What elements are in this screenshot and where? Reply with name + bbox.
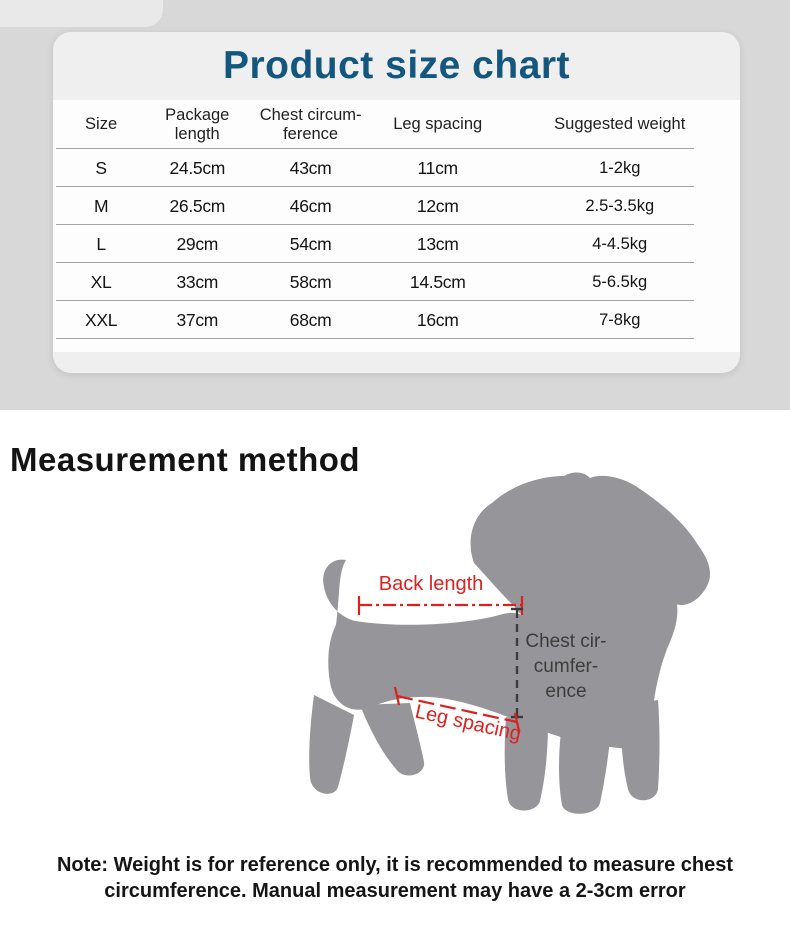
size-cell: M	[93, 195, 109, 216]
previous-card-edge	[0, 0, 163, 27]
chest-circumference-label: Chest cir- cumfer- ence	[502, 629, 630, 704]
dog-rear-leg-far	[309, 695, 354, 794]
size-cell: XXL	[84, 309, 118, 330]
size-chart-card: Product size chart Size Package length C…	[53, 32, 740, 373]
package-length-cell: 24.5cm	[169, 157, 226, 178]
suggested-weight-cell: 2.5-3.5kg	[585, 196, 655, 215]
size-cell: S	[95, 157, 107, 178]
note-text: Note: Weight is for reference only, it i…	[56, 854, 734, 903]
measurement-diagram: Back length Chest cir- cumfer- ence Leg …	[300, 465, 720, 825]
size-cell: XL	[90, 271, 112, 292]
leg-spacing-cell: 12cm	[416, 195, 459, 216]
dog-front-leg-far	[621, 700, 660, 801]
column-header-chest-circumference: Chest circum-ference	[259, 105, 362, 143]
chest-circumference-cell: 54cm	[289, 233, 332, 254]
package-length-cell: 26.5cm	[169, 195, 226, 216]
dog-head	[470, 472, 710, 622]
leg-spacing-cell: 11cm	[417, 157, 459, 178]
column-header-package-length: Package length	[165, 105, 230, 143]
suggested-weight-cell: 5-6.5kg	[592, 272, 648, 291]
chest-circumference-cell: 58cm	[289, 271, 332, 292]
package-length-cell: 29cm	[176, 233, 219, 254]
column-header-leg-spacing: Leg spacing	[393, 115, 483, 134]
suggested-weight-cell: 4-4.5kg	[592, 234, 648, 253]
leg-spacing-line	[393, 686, 521, 732]
chest-circumference-cell: 68cm	[289, 309, 332, 330]
chest-circumference-cell: 43cm	[289, 157, 332, 178]
suggested-weight-cell: 7-8kg	[599, 310, 641, 329]
table-header-row: Size Package length Chest circum-ference…	[53, 100, 740, 149]
table-row-m: M 26.5cm 46cm 12cm 2.5-3.5kg	[53, 187, 740, 225]
column-header-size: Size	[85, 115, 118, 134]
size-table: Size Package length Chest circum-ference…	[53, 100, 740, 352]
leg-spacing-cell: 14.5cm	[409, 271, 466, 292]
table-row-xl: XL 33cm 58cm 14.5cm 5-6.5kg	[53, 263, 740, 301]
package-length-cell: 33cm	[176, 271, 219, 292]
column-header-suggested-weight: Suggested weight	[554, 115, 686, 134]
suggested-weight-cell: 1-2kg	[599, 158, 641, 177]
table-row-xxl: XXL 37cm 68cm 16cm 7-8kg	[53, 301, 740, 339]
chest-circumference-cell: 46cm	[289, 195, 332, 216]
leg-spacing-cell: 13cm	[416, 233, 459, 254]
dog-silhouette	[309, 472, 710, 814]
package-length-cell: 37cm	[176, 309, 219, 330]
dog-front-leg-right	[559, 717, 612, 814]
dog-rear-leg-near	[360, 703, 425, 776]
chest-label-line3: ence	[545, 681, 587, 702]
measurement-method-heading: Measurement method	[10, 441, 361, 478]
back-length-label: Back length	[378, 573, 484, 595]
table-row-s: S 24.5cm 43cm 11cm 1-2kg	[53, 149, 740, 187]
chest-label-line1: Chest cir-	[525, 631, 607, 652]
size-cell: L	[96, 233, 106, 254]
chest-label-line2: cumfer-	[533, 656, 599, 677]
leg-spacing-cell: 16cm	[416, 309, 459, 330]
table-row-l: L 29cm 54cm 13cm 4-4.5kg	[53, 225, 740, 263]
back-length-line	[357, 596, 524, 615]
dog-front-leg-left	[504, 717, 548, 811]
size-chart-title: Product size chart	[222, 44, 571, 87]
